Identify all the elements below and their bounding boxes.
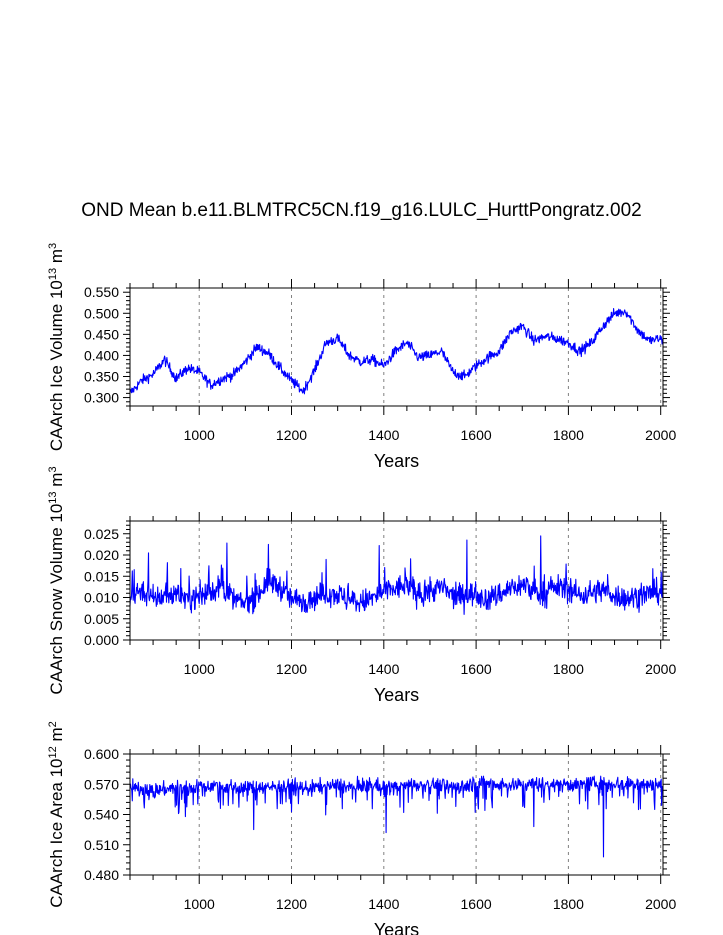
x-tick-label: 1600 — [461, 661, 492, 677]
y-tick-label: 0.400 — [84, 347, 119, 363]
y-axis-label-superscript: 12 — [47, 746, 59, 758]
x-tick-label: 1000 — [184, 896, 215, 912]
y-axis-label-text: m — [47, 249, 66, 268]
y-tick-label: 0.015 — [84, 568, 119, 584]
y-axis-label: CAArch Ice Area 1012 m2 — [47, 721, 66, 908]
data-series-line — [129, 535, 664, 615]
y-tick-label: 0.020 — [84, 547, 119, 563]
y-tick-label: 0.510 — [84, 837, 119, 853]
x-tick-label: 1400 — [368, 661, 399, 677]
y-axis-label-text: CAArch Ice Volume 10 — [47, 280, 66, 451]
y-tick-label: 0.480 — [84, 867, 119, 883]
x-axis-label: Years — [374, 920, 419, 935]
y-tick-label: 0.600 — [84, 746, 119, 762]
x-tick-label: 1200 — [276, 661, 307, 677]
x-tick-label: 2000 — [645, 661, 676, 677]
y-tick-label: 0.540 — [84, 807, 119, 823]
x-axis-label: Years — [374, 685, 419, 705]
y-axis-label-text: m — [47, 473, 66, 492]
y-tick-label: 0.005 — [84, 611, 119, 627]
x-tick-label: 1000 — [184, 427, 215, 443]
x-tick-label: 1600 — [461, 896, 492, 912]
x-tick-label: 1200 — [276, 896, 307, 912]
y-axis-label: CAArch Snow Volume 1013 m3 — [47, 466, 66, 694]
y-tick-label: 0.570 — [84, 776, 119, 792]
chart-panel-ice-volume: 1000 1200 1400 1600 1800 2000 0.300 0.350 0.400 0… — [47, 243, 676, 471]
y-axis-label-text: m — [47, 727, 66, 746]
chart-panel-snow-volume: 1000 1200 1400 1600 1800 2000 0.000 0.005 0.010 0… — [47, 466, 676, 705]
x-tick-label: 1000 — [184, 661, 215, 677]
chart-panel-ice-area: 1000 1200 1400 1600 1800 2000 0.480 0.510 0.540 0… — [47, 721, 676, 935]
data-series-line — [129, 775, 664, 858]
x-tick-label: 1400 — [368, 896, 399, 912]
y-tick-label: 0.300 — [84, 390, 119, 406]
plot-frame — [129, 520, 664, 641]
x-tick-label: 2000 — [645, 896, 676, 912]
x-tick-label: 1400 — [368, 427, 399, 443]
y-axis-label-text: CAArch Snow Volume 10 — [47, 504, 66, 695]
y-axis-label-superscript: 13 — [47, 491, 59, 503]
x-tick-label: 1800 — [553, 896, 584, 912]
x-tick-label: 1800 — [553, 661, 584, 677]
y-axis-label: CAArch Ice Volume 1013 m3 — [47, 243, 66, 451]
y-axis-label-superscript: 13 — [47, 268, 59, 280]
plot-frame — [129, 753, 664, 876]
x-tick-label: 1800 — [553, 427, 584, 443]
y-tick-label: 0.000 — [84, 632, 119, 648]
y-tick-label: 0.025 — [84, 526, 119, 542]
x-tick-label: 2000 — [645, 427, 676, 443]
y-axis-label-superscript: 2 — [47, 721, 59, 727]
x-tick-label: 1600 — [461, 427, 492, 443]
y-axis-label-text: CAArch Ice Area 10 — [47, 758, 66, 907]
y-tick-label: 0.350 — [84, 369, 119, 385]
y-tick-label: 0.010 — [84, 590, 119, 606]
figure-title: OND Mean b.e11.BLMTRC5CN.f19_g16.LULC_Hu… — [81, 200, 642, 221]
y-axis-label-superscript: 3 — [47, 466, 59, 472]
x-tick-label: 1200 — [276, 427, 307, 443]
data-series-line — [129, 308, 664, 395]
y-axis-label-superscript: 3 — [47, 243, 59, 249]
y-tick-label: 0.550 — [84, 284, 119, 300]
y-tick-label: 0.450 — [84, 326, 119, 342]
y-tick-label: 0.500 — [84, 305, 119, 321]
x-axis-label: Years — [374, 451, 419, 471]
